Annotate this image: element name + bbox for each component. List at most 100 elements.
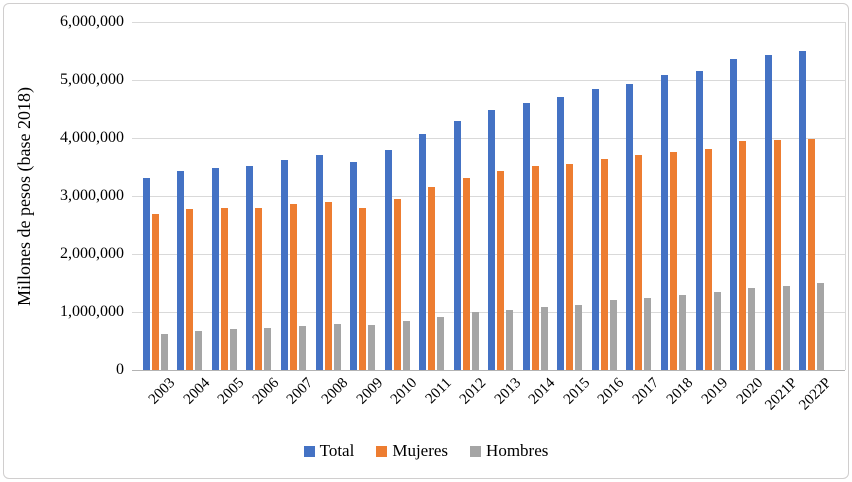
bar-mujeres-2010 xyxy=(393,198,401,370)
legend-swatch-icon xyxy=(470,445,482,457)
bar-hombres-2006 xyxy=(264,328,272,370)
bar-hombres-2016 xyxy=(609,300,617,370)
legend-item-total: Total xyxy=(303,441,354,461)
x-tick-label: 2010 xyxy=(387,375,421,408)
bar-hombres-2008 xyxy=(333,324,341,370)
bar-hombres-2013 xyxy=(506,309,514,370)
gridline xyxy=(132,22,845,23)
bar-group-2020: 2020 xyxy=(725,22,766,408)
legend: Total Mujeres Hombres xyxy=(0,441,852,461)
y-tick-label: 1,000,000 xyxy=(60,303,124,320)
bar-mujeres-2021P xyxy=(773,139,781,370)
bar-total-2020 xyxy=(730,58,738,370)
x-tick-label: 2021P xyxy=(762,375,801,414)
bar-mujeres-2008 xyxy=(324,201,332,370)
bar-group-2022P: 2022P xyxy=(794,22,835,413)
y-tick-label: 6,000,000 xyxy=(60,13,124,30)
y-tick-label: 2,000,000 xyxy=(60,245,124,262)
bar-total-2022P xyxy=(799,51,807,370)
x-tick-label: 2017 xyxy=(629,375,663,408)
bar-group-2012: 2012 xyxy=(449,22,490,408)
bar-total-2013 xyxy=(488,110,496,370)
bar-hombres-2017 xyxy=(644,297,652,370)
bar-group-2017: 2017 xyxy=(622,22,662,408)
bar-mujeres-2011 xyxy=(428,187,436,370)
bar-hombres-2011 xyxy=(437,316,445,370)
y-tick-label: 5,000,000 xyxy=(60,71,124,88)
bar-group-2007: 2007 xyxy=(276,22,317,408)
x-tick-label: 2009 xyxy=(353,375,386,408)
bar-group-2018: 2018 xyxy=(656,22,697,408)
x-tick-label: 2006 xyxy=(249,375,283,408)
bar-mujeres-2013 xyxy=(497,171,505,370)
bar-group-2008: 2008 xyxy=(311,22,351,408)
bar-group-2021P: 2021P xyxy=(760,22,800,413)
x-tick-label: 2007 xyxy=(284,375,317,408)
bar-group-2004: 2004 xyxy=(173,22,213,408)
y-axis: 0 1,000,000 2,000,000 3,000,000 4,000,000 5,0… xyxy=(0,13,124,378)
gridline xyxy=(132,80,845,81)
x-tick-label: 2016 xyxy=(595,375,628,408)
bar-mujeres-2003 xyxy=(151,214,159,370)
bar-group-2006: 2006 xyxy=(242,22,282,408)
bar-total-2015 xyxy=(557,97,565,370)
x-tick-label: 2011 xyxy=(422,375,455,408)
bar-mujeres-2006 xyxy=(255,207,263,370)
bar-hombres-2003 xyxy=(160,333,168,370)
bar-mujeres-2018 xyxy=(669,151,677,370)
bar-groups: 2003 2004 2005 2006 2007 2008 2009 2010 2011 2012… xyxy=(132,22,845,413)
bar-hombres-2021P xyxy=(782,285,790,370)
bar-hombres-2015 xyxy=(575,304,583,370)
bar-hombres-2019 xyxy=(713,292,721,370)
legend-swatch-icon xyxy=(376,445,388,457)
bar-total-2021P xyxy=(764,55,772,370)
bar-mujeres-2007 xyxy=(289,204,297,370)
bar-mujeres-2022P xyxy=(808,138,816,370)
bar-total-2009 xyxy=(350,162,358,370)
x-tick-label: 2004 xyxy=(180,375,214,408)
bar-hombres-2014 xyxy=(540,306,548,370)
bar-group-2003: 2003 xyxy=(138,22,179,408)
x-tick-label: 2018 xyxy=(664,375,697,408)
bar-mujeres-2009 xyxy=(359,208,367,370)
legend-item-mujeres: Mujeres xyxy=(376,441,448,461)
bar-hombres-2018 xyxy=(678,294,686,370)
x-tick-label: 2012 xyxy=(456,375,490,408)
bar-hombres-2005 xyxy=(229,329,237,370)
legend-item-hombres: Hombres xyxy=(470,441,548,461)
legend-label: Hombres xyxy=(486,441,549,460)
bar-mujeres-2017 xyxy=(635,155,643,370)
legend-swatch-icon xyxy=(303,445,315,457)
bar-group-2009: 2009 xyxy=(345,22,386,408)
bar-hombres-2007 xyxy=(298,325,306,370)
legend-label: Mujeres xyxy=(392,441,449,460)
bar-total-2007 xyxy=(280,159,288,370)
plot-area: 2003 2004 2005 2006 2007 2008 2009 2010 2011 2012… xyxy=(132,22,846,413)
bar-total-2003 xyxy=(142,178,150,370)
bar-total-2019 xyxy=(695,70,703,370)
bar-total-2017 xyxy=(626,83,634,370)
x-tick-label: 2013 xyxy=(491,375,525,408)
bar-mujeres-2016 xyxy=(600,158,608,370)
x-tick-label: 2019 xyxy=(698,375,732,408)
bar-total-2012 xyxy=(453,120,461,370)
bar-total-2008 xyxy=(315,155,323,370)
bar-total-2006 xyxy=(246,165,254,370)
x-axis-line xyxy=(132,370,845,371)
bar-hombres-2022P xyxy=(817,283,825,370)
bar-group-2011: 2011 xyxy=(414,22,455,407)
bar-hombres-2004 xyxy=(195,331,203,370)
bar-total-2011 xyxy=(419,133,427,370)
bar-hombres-2010 xyxy=(402,320,410,370)
bar-mujeres-2004 xyxy=(186,209,194,370)
y-tick-label: 3,000,000 xyxy=(60,187,124,204)
x-tick-label: 2003 xyxy=(146,375,179,408)
bar-total-2010 xyxy=(384,150,392,370)
bar-mujeres-2014 xyxy=(531,166,539,370)
x-tick-label: 2014 xyxy=(526,375,559,408)
bar-group-2019: 2019 xyxy=(691,22,731,408)
bar-group-2016: 2016 xyxy=(587,22,628,408)
bar-total-2004 xyxy=(177,171,185,370)
bar-hombres-2020 xyxy=(748,288,756,370)
y-tick-label: 0 xyxy=(116,361,124,378)
